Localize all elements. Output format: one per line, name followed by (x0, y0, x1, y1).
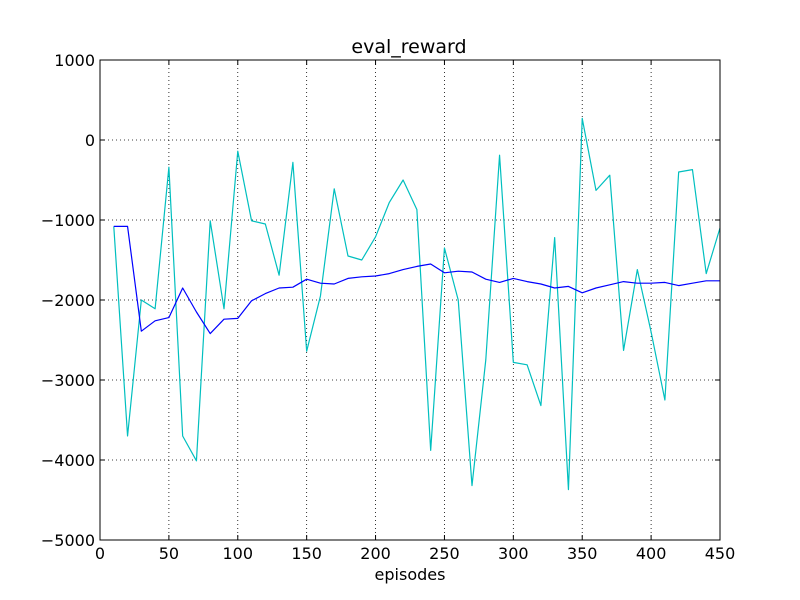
x-tick-label: 350 (567, 544, 598, 563)
x-tick-label: 0 (95, 544, 105, 563)
axis-ticks (99, 59, 721, 541)
x-axis-label: episodes (375, 565, 446, 584)
x-tick-label: 100 (223, 544, 254, 563)
x-tick-label: 250 (429, 544, 460, 563)
x-tick-label: 150 (291, 544, 322, 563)
y-tick-label: −1000 (41, 211, 95, 230)
y-tick-label: −3000 (41, 371, 95, 390)
x-tick-label: 400 (636, 544, 667, 563)
series-group (113, 117, 721, 491)
grid-lines (100, 60, 720, 540)
chart-title: eval_reward (351, 36, 466, 58)
x-tick-label: 50 (159, 544, 179, 563)
series-line-1 (113, 117, 721, 491)
y-tick-labels: −5000 −4000 −3000 −2000 −1000 0 1000 (41, 51, 95, 550)
x-tick-labels: 0 50 100 150 200 250 300 350 400 450 (95, 544, 735, 563)
y-tick-label: 0 (85, 131, 95, 150)
y-tick-label: −2000 (41, 291, 95, 310)
y-tick-label: −4000 (41, 451, 95, 470)
y-tick-label: 1000 (54, 51, 95, 70)
x-tick-label: 200 (360, 544, 391, 563)
series-line-2 (113, 225, 720, 335)
y-tick-label: −5000 (41, 531, 95, 550)
x-tick-label: 300 (498, 544, 529, 563)
x-tick-label: 450 (705, 544, 736, 563)
